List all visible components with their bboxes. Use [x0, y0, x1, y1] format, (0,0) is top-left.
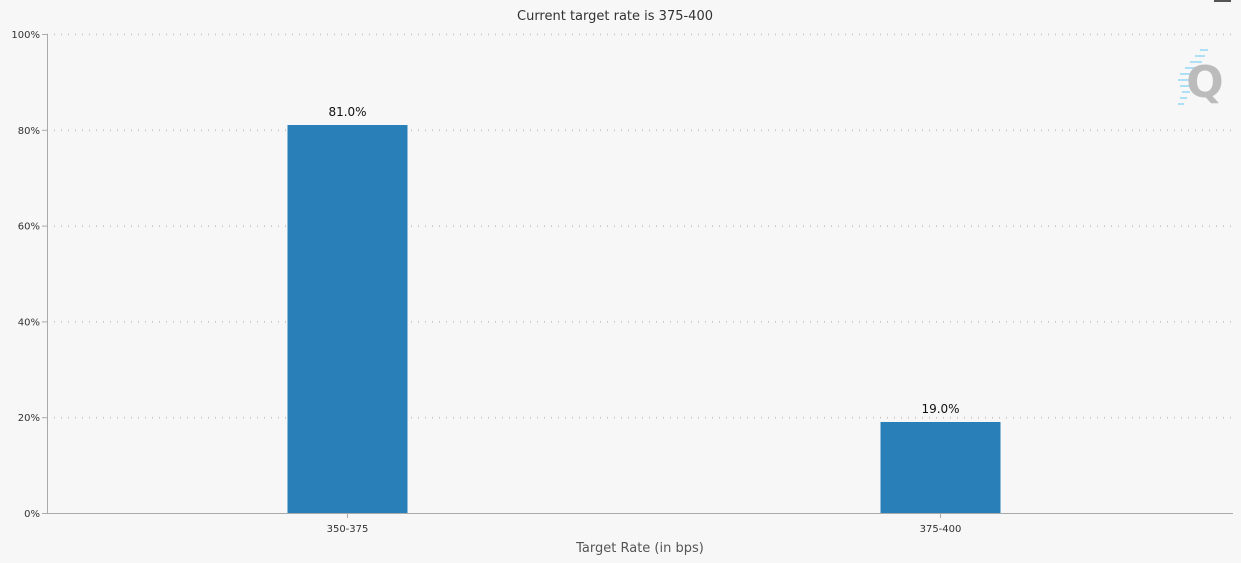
data-label: 19.0%	[921, 402, 959, 416]
bar[interactable]	[287, 125, 408, 513]
x-tick-label: 350-375	[327, 524, 369, 535]
menu-icon[interactable]	[1214, 0, 1231, 2]
y-tick-label: 20%	[18, 413, 40, 424]
x-tick-label: 375-400	[920, 524, 962, 535]
y-tick-label: 80%	[18, 126, 40, 137]
data-label: 81.0%	[328, 105, 366, 119]
svg-text:Q: Q	[1186, 57, 1223, 108]
y-tick-label: 0%	[24, 509, 40, 520]
x-axis-label: Target Rate (in bps)	[575, 541, 704, 556]
chart-title: Current target rate is 375-400	[517, 9, 713, 24]
watermark-logo-icon: Q	[1178, 49, 1224, 108]
y-tick-label: 60%	[18, 222, 40, 233]
y-tick-label: 40%	[18, 317, 40, 328]
bar[interactable]	[880, 421, 1001, 513]
y-tick-label: 100%	[11, 30, 40, 41]
